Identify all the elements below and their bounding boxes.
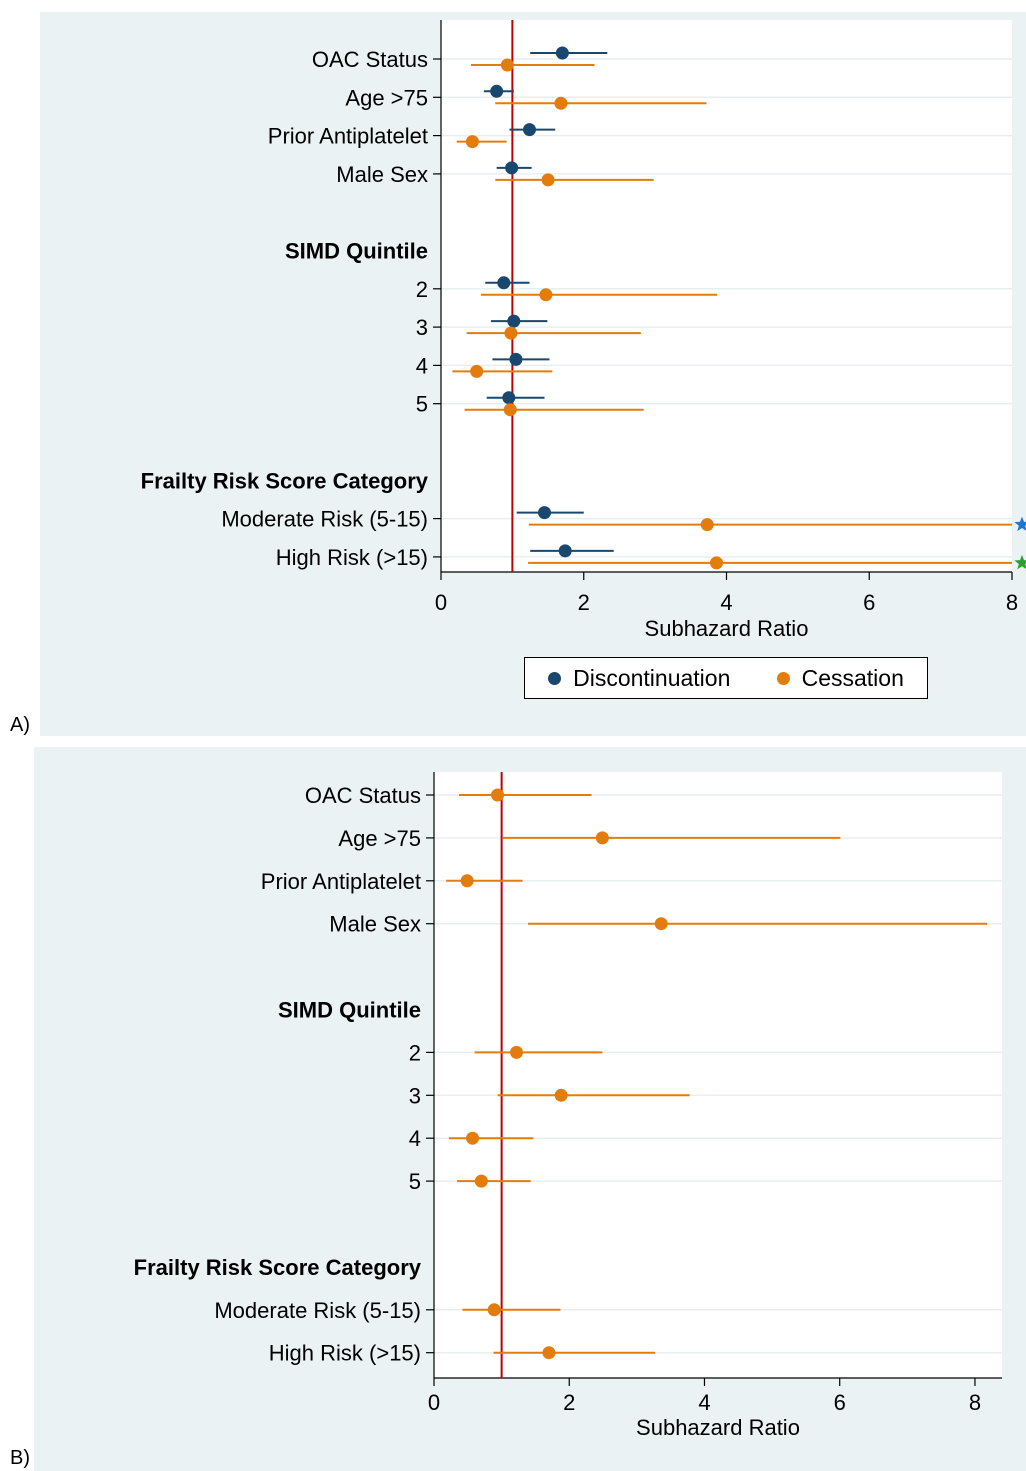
panel-a-cessation-point-5: [503, 403, 517, 417]
panel-a-row-label-4: 4: [416, 353, 428, 378]
panel-a-cessation-point-high-risk-15: [710, 556, 724, 570]
legend-label-discontinuation: Discontinuation: [573, 664, 731, 691]
panel-a-discontinuation-point-5: [502, 391, 516, 405]
panel-a-cessation-star-high-risk-15: [1014, 554, 1026, 570]
panel-b-plot-area: [434, 772, 1002, 1378]
panel-a-row-label-prior-antiplatelet: Prior Antiplatelet: [268, 124, 428, 149]
panel-b-row-label-high-risk-15: High Risk (>15): [269, 1341, 421, 1366]
panel-b-row-label-2: 2: [409, 1040, 421, 1065]
panel-a-row-label-simd-quintile: SIMD Quintile: [285, 239, 428, 264]
panel-label-b: B): [10, 1447, 30, 1469]
panel-a-x-tick-label-2: 2: [578, 590, 590, 615]
panel-b-cessation-point-5: [474, 1174, 488, 1188]
panel-a-row-label-3: 3: [416, 315, 428, 340]
panel-a-row-label-5: 5: [416, 392, 428, 417]
panel-a-cessation-point-male-sex: [541, 173, 555, 187]
panel-a-discontinuation-point-age-75: [490, 84, 504, 98]
legend-label-cessation: Cessation: [801, 664, 904, 691]
panel-a-discontinuation-point-4: [509, 352, 523, 366]
legend-marker-cessation: [776, 671, 790, 685]
panel-a-x-tick-label-0: 0: [435, 590, 447, 615]
panel-b-cessation-point-prior-antiplatelet: [460, 874, 474, 888]
panel-b-cessation-point-2: [509, 1045, 523, 1059]
panel-a-cessation-point-moderate-risk-5-15: [700, 518, 714, 532]
panel-b-cessation-point-4: [466, 1131, 480, 1145]
panel-a-x-tick-label-6: 6: [863, 590, 875, 615]
panel-b-row-label-5: 5: [409, 1169, 421, 1194]
panel-a-row-label-male-sex: Male Sex: [336, 162, 428, 187]
panel-a-discontinuation-point-prior-antiplatelet: [523, 123, 537, 137]
panel-b-x-tick-label-2: 2: [563, 1390, 575, 1415]
legend-marker-discontinuation: [548, 671, 562, 685]
panel-a-cessation-point-prior-antiplatelet: [465, 135, 479, 149]
panel-b-cessation-point-oac-status: [491, 788, 505, 802]
panel-a-discontinuation-point-oac-status: [555, 46, 569, 60]
panel-b-row-label-3: 3: [409, 1083, 421, 1108]
panel-a-x-tick-label-4: 4: [720, 590, 732, 615]
panel-a-row-label-moderate-risk-5-15: Moderate Risk (5-15): [221, 507, 428, 532]
panel-a-discontinuation-point-3: [507, 314, 521, 328]
panel-a-x-tick-label-8: 8: [1006, 590, 1018, 615]
panel-a-cessation-point-oac-status: [500, 58, 514, 72]
panel-b-cessation-point-male-sex: [654, 917, 668, 931]
panel-b-x-tick-label-0: 0: [428, 1390, 440, 1415]
panel-a-discontinuation-point-high-risk-15: [558, 544, 572, 558]
panel-a-plot: OAC Status Age >75 Prior Antiplatelet Male …: [141, 20, 1026, 641]
panel-a-cessation-point-4: [470, 364, 484, 378]
panel-b-row-label-moderate-risk-5-15: Moderate Risk (5-15): [214, 1298, 421, 1323]
panel-a-cessation-point-2: [539, 288, 553, 302]
panel-b-cessation-point-high-risk-15: [542, 1346, 556, 1360]
legend: Discontinuation Cessation: [524, 657, 928, 699]
panel-a-cessation-point-age-75: [554, 96, 568, 110]
panel-a-discontinuation-point-moderate-risk-5-15: [537, 506, 551, 520]
panel-a-row-label-age-75: Age >75: [345, 85, 428, 110]
panel-b-x-tick-label-4: 4: [698, 1390, 710, 1415]
panel-b-row-label-oac-status: OAC Status: [305, 783, 421, 808]
panel-b-x-tick-label-8: 8: [969, 1390, 981, 1415]
legend-item-discontinuation: Discontinuation: [548, 665, 730, 692]
panel-b-x-axis-title: Subhazard Ratio: [636, 1415, 800, 1440]
panel-b-row-label-prior-antiplatelet: Prior Antiplatelet: [261, 869, 421, 894]
panel-b-cessation-point-age-75: [595, 831, 609, 845]
panel-b-row-label-frailty-risk-score-category: Frailty Risk Score Category: [134, 1255, 422, 1280]
panel-label-a: A): [10, 714, 30, 736]
panel-b-cessation-point-moderate-risk-5-15: [487, 1303, 501, 1317]
panel-b-row-label-age-75: Age >75: [338, 826, 421, 851]
panel-a-cessation-star-moderate-risk-5-15: [1014, 516, 1026, 532]
panel-b-cessation-point-3: [554, 1088, 568, 1102]
panel-b-plot: OAC Status Age >75 Prior Antiplatelet Male …: [134, 772, 1002, 1440]
panel-a-x-axis-title: Subhazard Ratio: [645, 616, 809, 641]
panel-a-plot-area: [441, 20, 1012, 572]
panel-a-row-label-2: 2: [416, 277, 428, 302]
panel-b-row-label-male-sex: Male Sex: [329, 912, 421, 937]
panel-a-discontinuation-point-2: [497, 276, 511, 290]
panel-a-discontinuation-point-male-sex: [505, 161, 519, 175]
panel-a-row-label-oac-status: OAC Status: [312, 47, 428, 72]
panel-b-row-label-simd-quintile: SIMD Quintile: [278, 998, 421, 1023]
legend-item-cessation: Cessation: [776, 664, 904, 692]
panel-b-row-label-4: 4: [409, 1126, 421, 1151]
panel-a-row-label-frailty-risk-score-category: Frailty Risk Score Category: [141, 468, 429, 493]
panel-b-x-tick-label-6: 6: [834, 1390, 846, 1415]
panel-a-row-label-high-risk-15: High Risk (>15): [276, 545, 428, 570]
panel-a-cessation-point-3: [504, 326, 518, 340]
